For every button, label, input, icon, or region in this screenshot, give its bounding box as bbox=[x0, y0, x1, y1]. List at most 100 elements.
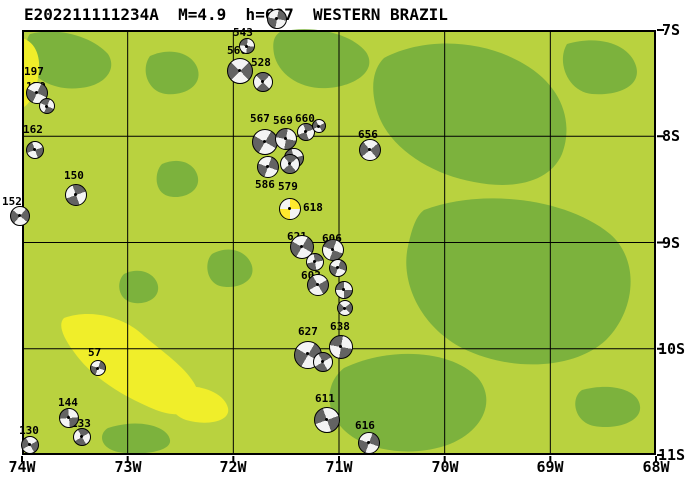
event-depth-label: 197 bbox=[24, 65, 44, 78]
event-depth-label: 162 bbox=[23, 123, 43, 136]
event-depth-label: 567 bbox=[250, 112, 270, 125]
ball-axis-dot bbox=[368, 148, 371, 151]
lon-label: 74W bbox=[8, 458, 36, 476]
ball-axis-dot bbox=[316, 283, 319, 286]
focal-mechanism-ball bbox=[252, 129, 278, 155]
lat-label: 9S bbox=[662, 234, 681, 252]
ball-axis-dot bbox=[45, 104, 48, 108]
event-depth-label: 579 bbox=[278, 180, 298, 193]
lon-label: 70W bbox=[431, 458, 459, 476]
ball-axis-dot bbox=[275, 17, 278, 21]
event-depth-label: 660 bbox=[295, 112, 315, 125]
ball-axis-dot bbox=[261, 80, 264, 84]
focal-mechanism-ball bbox=[59, 408, 79, 428]
focal-mechanism-ball bbox=[329, 259, 347, 277]
event-depth-label: 528 bbox=[251, 56, 271, 69]
focal-mechanism-ball bbox=[253, 72, 273, 92]
map-canvas: 1971791621501525714413313054356652856756… bbox=[2, 9, 664, 462]
focal-mechanism-ball bbox=[322, 239, 344, 261]
ball-axis-dot bbox=[300, 244, 303, 248]
event-depth-label: 543 bbox=[233, 26, 253, 39]
ball-axis-dot bbox=[266, 165, 269, 168]
event-depth-label: 627 bbox=[298, 325, 318, 338]
lon-label: 69W bbox=[536, 458, 564, 476]
terrain-darkgreen-patches bbox=[26, 29, 641, 454]
ball-axis-dot bbox=[18, 214, 21, 218]
focal-mechanism-ball bbox=[307, 274, 329, 296]
terrain-graphic bbox=[21, 29, 664, 462]
focal-mechanism-ball bbox=[90, 360, 106, 376]
ball-axis-dot bbox=[67, 416, 70, 420]
ball-axis-dot bbox=[304, 130, 307, 134]
ball-axis-dot bbox=[313, 260, 316, 264]
lon-label: 73W bbox=[114, 458, 142, 476]
lat-label: 11S bbox=[658, 446, 686, 464]
focal-mechanism-ball bbox=[21, 436, 39, 454]
ball-axis-dot bbox=[263, 139, 266, 143]
event-depth-label: 57 bbox=[88, 346, 102, 359]
focal-mechanism-ball bbox=[39, 98, 55, 114]
focal-mechanism-ball bbox=[313, 352, 333, 372]
event-depth-label: 586 bbox=[255, 178, 275, 191]
ball-axis-dot bbox=[342, 288, 345, 292]
focal-mechanism-ball-highlighted bbox=[279, 198, 301, 220]
ball-axis-dot bbox=[331, 248, 334, 251]
focal-mechanism-ball bbox=[257, 156, 279, 178]
axis-ticks bbox=[21, 29, 664, 462]
event-depth-label: 618 bbox=[303, 201, 323, 214]
event-depth-label: 638 bbox=[330, 320, 350, 333]
ball-axis-dot bbox=[288, 162, 291, 166]
event-depth-label: 566 bbox=[227, 44, 247, 57]
events-layer: 1971791621501525714413313054356652856756… bbox=[2, 9, 656, 455]
focal-mechanism-ball bbox=[267, 9, 287, 29]
focal-mechanism-ball bbox=[73, 428, 91, 446]
lat-label: 10S bbox=[658, 340, 686, 358]
ball-axis-dot bbox=[28, 443, 31, 447]
ball-axis-dot bbox=[306, 352, 309, 356]
lon-label: 72W bbox=[219, 458, 247, 476]
focal-mechanism-ball bbox=[65, 184, 87, 206]
focal-mechanism-ball bbox=[335, 281, 353, 299]
focal-mechanism-ball bbox=[26, 141, 44, 159]
page-title: E202211111234A M=4.9 h=627 WESTERN BRAZI… bbox=[24, 5, 448, 24]
event-depth-label: 611 bbox=[315, 392, 335, 405]
focal-mechanism-ball bbox=[275, 128, 297, 150]
event-depth-label: 133 bbox=[71, 417, 91, 430]
ball-axis-dot bbox=[245, 44, 248, 48]
focal-mechanism-ball bbox=[280, 154, 300, 174]
ball-axis-dot bbox=[80, 435, 83, 439]
lon-label: 68W bbox=[642, 458, 670, 476]
focal-mechanism-ball bbox=[306, 253, 324, 271]
focal-mechanism-ball bbox=[337, 300, 353, 316]
event-depth-label: 150 bbox=[64, 169, 84, 182]
ball-axis-dot bbox=[33, 148, 36, 152]
event-depth-label: 152 bbox=[2, 195, 22, 208]
ball-axis-dot bbox=[74, 193, 77, 196]
event-depth-label: 606 bbox=[322, 233, 342, 244]
event-depth-label: 144 bbox=[58, 396, 78, 409]
focal-mechanism-ball bbox=[329, 335, 353, 359]
ball-axis-dot bbox=[96, 366, 99, 370]
terrain-yellow-patches bbox=[22, 38, 229, 423]
ball-axis-dot bbox=[367, 441, 370, 444]
ball-axis-dot bbox=[238, 68, 241, 72]
ball-axis-dot bbox=[325, 417, 328, 421]
focal-mechanism-ball bbox=[239, 38, 255, 54]
lon-label: 71W bbox=[325, 458, 353, 476]
ball-axis-dot bbox=[284, 137, 287, 140]
ball-axis-dot bbox=[336, 266, 339, 270]
ball-axis-dot bbox=[35, 91, 38, 94]
event-depth-label: 130 bbox=[19, 424, 39, 437]
focal-mechanism-ball bbox=[314, 407, 340, 433]
focal-mechanism-ball bbox=[358, 432, 380, 454]
ball-axis-dot bbox=[343, 306, 346, 310]
lat-label: 7S bbox=[662, 21, 681, 39]
event-depth-label: 569 bbox=[273, 114, 293, 127]
event-depth-label: 616 bbox=[355, 419, 375, 432]
focal-mechanism-ball bbox=[227, 58, 253, 84]
ball-axis-dot bbox=[288, 207, 291, 210]
ball-axis-dot bbox=[339, 344, 342, 348]
event-depth-label: 656 bbox=[358, 128, 378, 141]
ball-axis-dot bbox=[317, 124, 320, 128]
